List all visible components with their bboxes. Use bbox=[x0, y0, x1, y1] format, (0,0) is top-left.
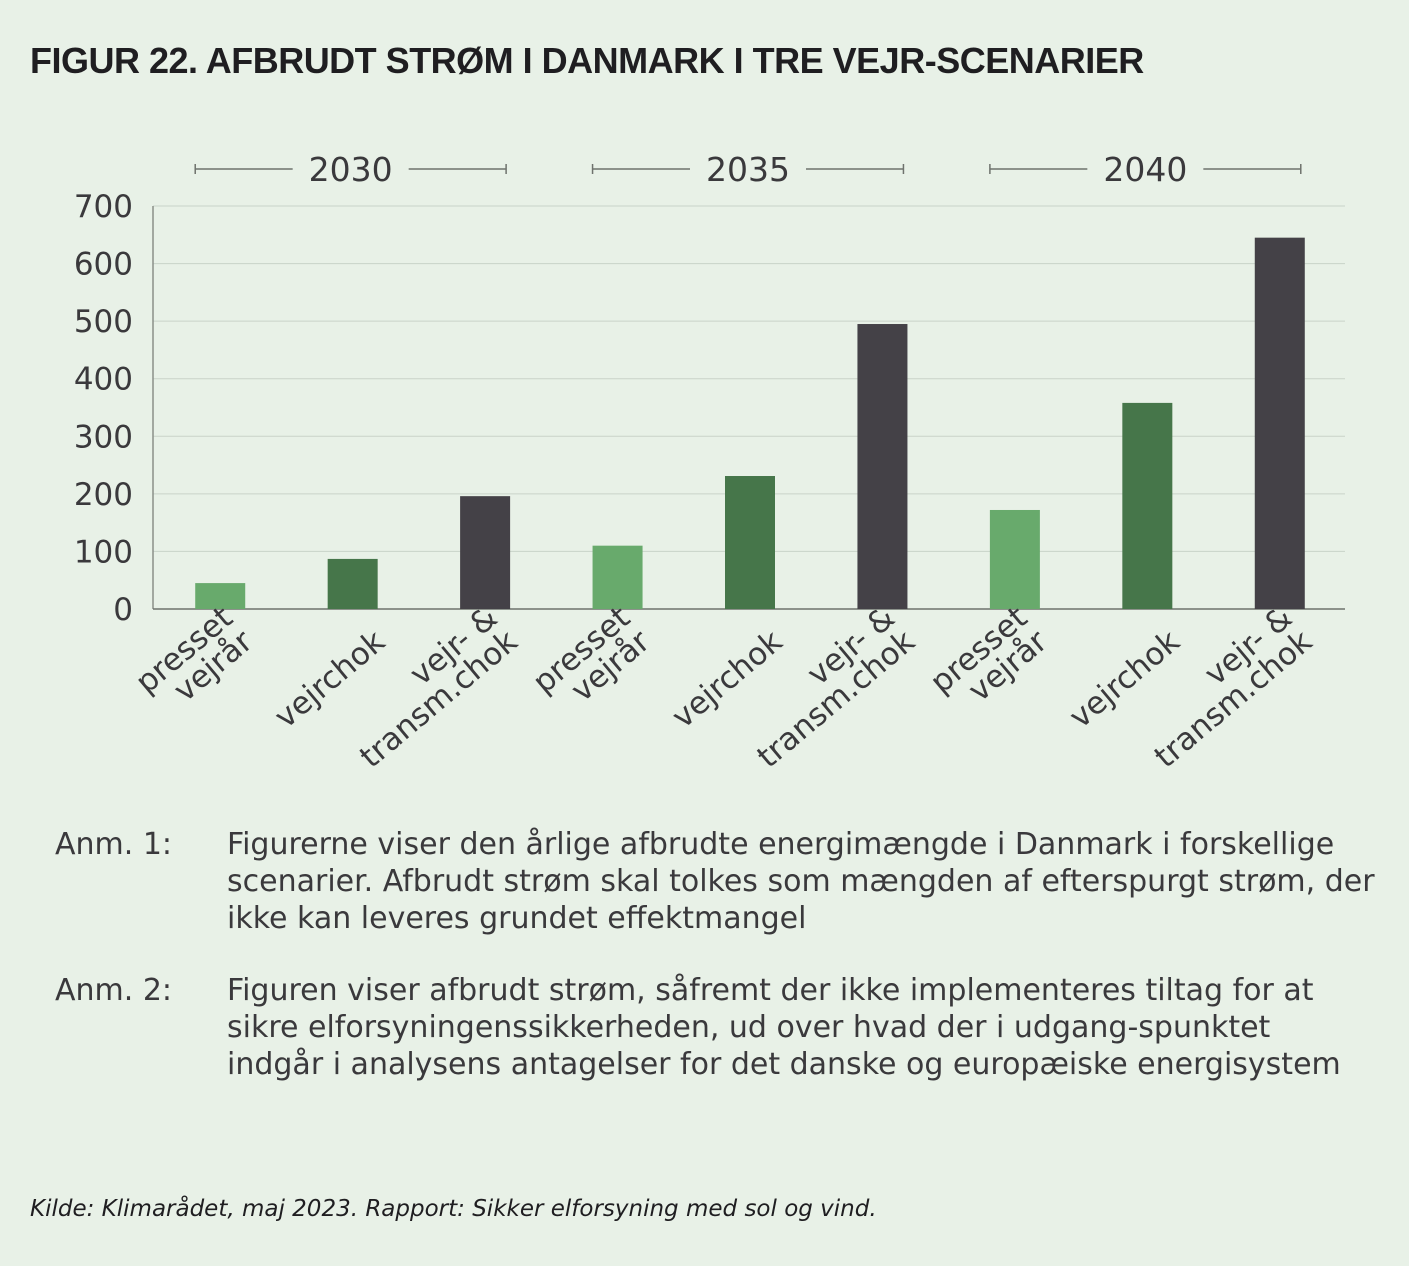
note-1-text: Figurerne viser den årlige afbrudte ener… bbox=[227, 827, 1375, 936]
x-tick-label: vejr- &transm.chok bbox=[750, 600, 921, 776]
y-tick-label: 0 bbox=[113, 592, 133, 628]
x-tick-line: vejrchok bbox=[268, 623, 392, 735]
bar bbox=[195, 583, 246, 609]
x-tick-label: vejrchok bbox=[268, 623, 392, 735]
y-tick-label: 500 bbox=[74, 304, 133, 340]
group-label: 2035 bbox=[706, 150, 790, 189]
x-tick-label: vejr- &transm.chok bbox=[353, 600, 524, 776]
y-tick-label: 200 bbox=[74, 477, 133, 513]
bar bbox=[460, 496, 511, 609]
note-2: Anm. 2: Figuren viser afbrudt strøm, såf… bbox=[55, 972, 1375, 1083]
x-tick-label: vejrchok bbox=[1063, 623, 1187, 735]
y-tick-label: 600 bbox=[74, 247, 133, 283]
year-groups: 2030 2035 2040 bbox=[194, 150, 1302, 189]
note-1-label: Anm. 1: bbox=[55, 827, 173, 862]
bar bbox=[725, 476, 775, 609]
group-label: 2030 bbox=[309, 150, 393, 189]
y-tick-label: 700 bbox=[74, 189, 133, 225]
bar bbox=[1254, 237, 1305, 609]
x-tick-line: vejrchok bbox=[665, 623, 789, 735]
bar bbox=[592, 545, 643, 609]
x-tick-label: vejr- &transm.chok bbox=[1148, 600, 1319, 776]
figure-title: FIGUR 22. AFBRUDT STRØM I DANMARK I TRE … bbox=[30, 40, 1144, 81]
group-label: 2040 bbox=[1103, 150, 1187, 189]
note-2-text: Figuren viser afbrudt strøm, såfremt der… bbox=[227, 973, 1341, 1082]
y-tick-label: 100 bbox=[74, 534, 133, 570]
y-tick-label: 300 bbox=[74, 419, 133, 455]
note-1: Anm. 1: Figurerne viser den årlige afbru… bbox=[55, 826, 1375, 937]
bar bbox=[989, 509, 1040, 609]
y-tick-label: 400 bbox=[74, 362, 133, 398]
bar bbox=[857, 324, 908, 609]
bar bbox=[1122, 402, 1173, 609]
y-axis: 0 100 200 300 400 500 600 700 bbox=[74, 189, 1345, 628]
bar bbox=[327, 558, 378, 609]
bars bbox=[195, 237, 1305, 609]
source-caption: Kilde: Klimarådet, maj 2023. Rapport: Si… bbox=[30, 1196, 877, 1222]
note-2-label: Anm. 2: bbox=[55, 973, 173, 1008]
x-tick-line: vejrchok bbox=[1063, 623, 1187, 735]
bar-chart: 0 100 200 300 400 500 600 700 2030 2035 2040 pres… bbox=[74, 150, 1345, 776]
x-tick-label: vejrchok bbox=[665, 623, 789, 735]
